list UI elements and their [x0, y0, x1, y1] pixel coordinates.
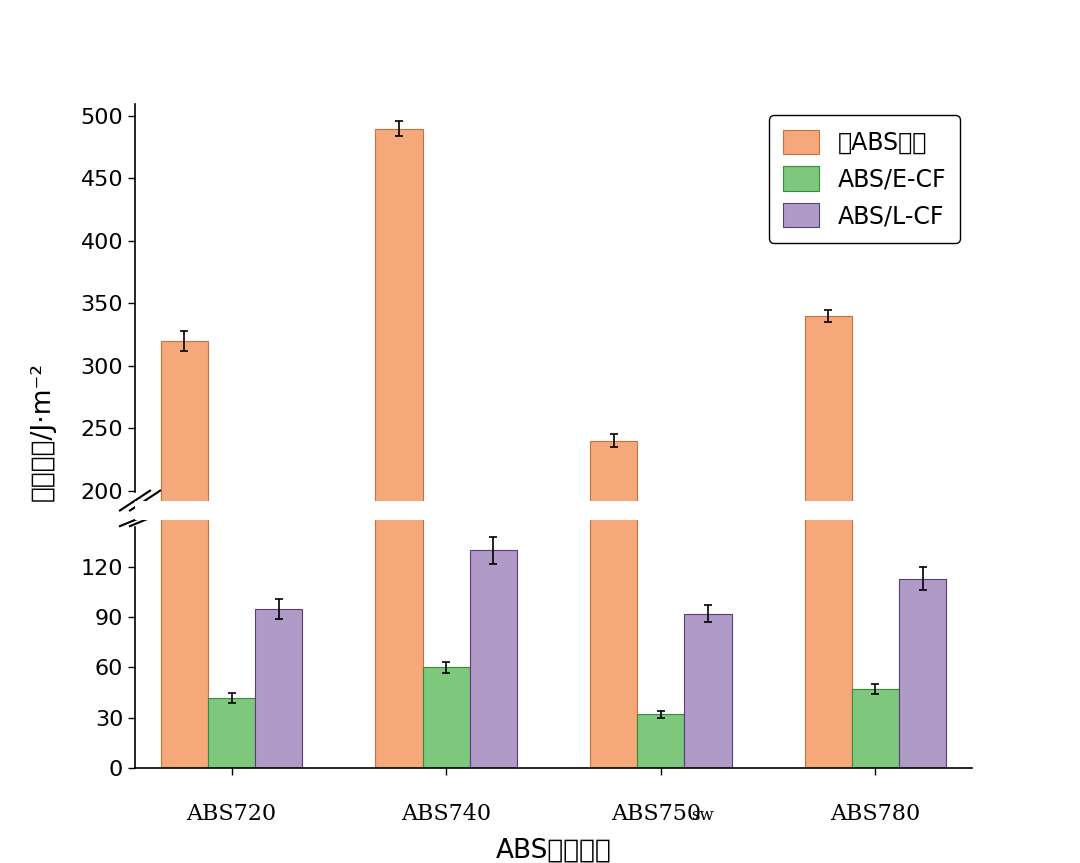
Text: ABS740: ABS740 — [401, 803, 491, 825]
Bar — [590, 441, 637, 740]
Bar — [161, 231, 208, 768]
Bar — [852, 682, 899, 740]
Bar — [255, 621, 302, 740]
Bar — [685, 614, 731, 768]
Bar — [637, 701, 685, 740]
Bar — [470, 550, 517, 768]
Bar — [376, 0, 422, 768]
Text: 冲击强度/J·m⁻²: 冲击强度/J·m⁻² — [30, 362, 56, 501]
Bar — [805, 198, 852, 768]
Bar — [637, 715, 685, 768]
Text: ABS720: ABS720 — [187, 803, 276, 825]
Bar — [685, 626, 731, 740]
Bar — [208, 697, 255, 768]
Bar — [899, 578, 946, 768]
Bar — [470, 578, 517, 740]
Bar — [422, 665, 470, 740]
Text: ABS780: ABS780 — [831, 803, 920, 825]
Text: ABS树脂类型: ABS树脂类型 — [496, 838, 611, 863]
Bar — [590, 366, 637, 768]
Bar — [255, 608, 302, 768]
Text: sw: sw — [691, 807, 714, 823]
Text: ABS750: ABS750 — [611, 803, 702, 825]
Bar — [899, 599, 946, 740]
Bar — [422, 667, 470, 768]
Bar — [852, 690, 899, 768]
Bar — [208, 688, 255, 740]
Legend: 纯ABS树脂, ABS/E-CF, ABS/L-CF: 纯ABS树脂, ABS/E-CF, ABS/L-CF — [769, 116, 960, 243]
Bar — [161, 341, 208, 740]
Bar — [376, 129, 422, 740]
Bar — [805, 316, 852, 740]
